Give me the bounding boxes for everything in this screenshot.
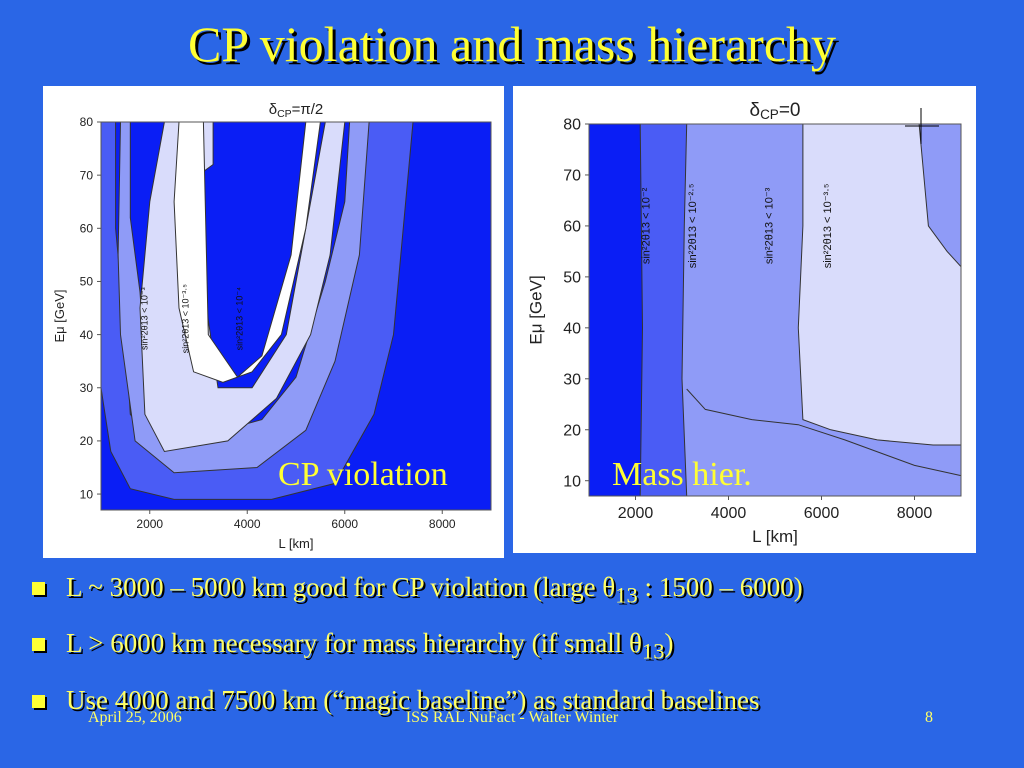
crosshair-marker	[905, 108, 939, 144]
plot-frame	[100, 121, 492, 511]
contour-label: sin²2θ13 < 10⁻³	[764, 187, 776, 264]
mass-hierarchy-plot: 2000 4000 6000 8000 10 20 30 40 50 60 70 80 sin²2θ…	[513, 86, 976, 553]
cp-violation-overlay-label: CP violation	[278, 456, 448, 493]
contour-label: sin²2θ13 < 10⁻²·⁵	[687, 184, 699, 269]
x-axis-label: L [km]	[279, 536, 314, 551]
x-tick-labels: 2000 4000 6000 8000	[136, 510, 456, 531]
y-tick-labels: 10 20 30 40 50 60 70 80	[80, 115, 101, 501]
x-tick-label: 4000	[711, 505, 747, 522]
y-tick-label: 40	[563, 320, 581, 337]
y-tick-label: 30	[80, 381, 94, 395]
y-axis-label: Eμ [GeV]	[52, 289, 67, 342]
y-tick-label: 70	[80, 168, 94, 182]
cp-violation-plot-svg: 2000 4000 6000 8000 10 20 30 40 50 60 70 80 sin²2θ…	[52, 101, 492, 551]
square-bullet-icon	[32, 582, 45, 595]
plot-title: δCP=0	[749, 100, 800, 122]
contour-label: sin²2θ13 < 10⁻³·⁵	[181, 284, 191, 354]
y-tick-label: 70	[563, 168, 581, 185]
title-value: =0	[779, 100, 801, 121]
subscript: 13	[615, 582, 638, 608]
contour-region-3	[797, 123, 962, 446]
contour-label: sin²2θ13 < 10⁻³	[139, 287, 149, 350]
bullet-text: Use 4000 and 7500 km (“magic baseline”) …	[66, 684, 760, 715]
subscript: 13	[642, 638, 665, 664]
contour-regions	[589, 123, 962, 497]
y-tick-label: 20	[563, 422, 581, 439]
plot-frame	[588, 123, 962, 497]
slide-title: CP violation and mass hierarchy	[187, 16, 837, 72]
x-tick-label: 6000	[331, 517, 358, 531]
y-tick-label: 10	[563, 473, 581, 490]
y-tick-label: 10	[80, 487, 94, 501]
title-delta: δ	[749, 100, 760, 121]
y-axis-label: Eμ [GeV]	[526, 275, 545, 344]
x-tick-label: 8000	[429, 517, 456, 531]
contour-label: sin²2θ13 < 10⁻³·⁵	[822, 184, 834, 269]
contour-region-4	[173, 121, 321, 383]
contour-regions	[100, 121, 491, 510]
x-tick-label: 8000	[897, 505, 933, 522]
x-tick-label: 2000	[136, 517, 163, 531]
y-tick-labels: 10 20 30 40 50 60 70 80	[563, 117, 589, 490]
contour-line	[686, 388, 962, 477]
bullet-text: L ~ 3000 – 5000 km good for CP violation…	[66, 572, 616, 602]
y-tick-label: 60	[563, 219, 581, 236]
bullet-item: L ~ 3000 – 5000 km good for CP violation…	[30, 563, 1010, 619]
x-tick-label: 4000	[234, 517, 261, 531]
x-tick-labels: 2000 4000 6000 8000	[618, 496, 933, 522]
footer-date: April 25, 2006	[88, 709, 182, 726]
y-tick-label: 50	[563, 269, 581, 286]
title-delta: δ	[269, 101, 277, 118]
y-tick-label: 30	[563, 371, 581, 388]
title-value: =π/2	[292, 101, 324, 118]
bullet-item: Use 4000 and 7500 km (“magic baseline”) …	[30, 676, 1010, 724]
contour-labels: sin²2θ13 < 10⁻³ sin²2θ13 < 10⁻³·⁵ sin²2θ13…	[139, 284, 244, 354]
x-tick-label: 6000	[804, 505, 840, 522]
title-subscript: CP	[277, 108, 292, 120]
bullet-item: L > 6000 km necessary for mass hierarchy…	[30, 619, 1010, 675]
y-tick-label: 50	[80, 275, 94, 289]
footer-presenter: ISS RAL NuFact - Walter Winter	[405, 709, 619, 726]
y-tick-label: 80	[80, 115, 94, 129]
contour-labels: sin²2θ13 < 10⁻² sin²2θ13 < 10⁻²·⁵ sin²2θ13…	[640, 184, 833, 269]
plot-title: δCP=π/2	[269, 101, 324, 120]
contour-label: sin²2θ13 < 10⁻²	[640, 187, 652, 264]
square-bullet-icon	[32, 694, 45, 708]
bullet-text: L > 6000 km necessary for mass hierarchy…	[66, 628, 642, 659]
y-tick-label: 40	[80, 328, 94, 342]
y-tick-label: 80	[563, 117, 581, 134]
bullet-text-tail: )	[664, 628, 674, 659]
cp-violation-plot: 2000 4000 6000 8000 10 20 30 40 50 60 70 80 sin²2θ…	[43, 86, 504, 558]
bullet-list: L ~ 3000 – 5000 km good for CP violation…	[30, 563, 1010, 724]
y-tick-label: 20	[80, 434, 94, 448]
footer-page-number: 8	[925, 709, 933, 726]
mass-hierarchy-plot-svg: 2000 4000 6000 8000 10 20 30 40 50 60 70 80 sin²2θ…	[526, 100, 962, 546]
y-tick-label: 60	[80, 222, 94, 236]
contour-label: sin²2θ13 < 10⁻⁴	[234, 287, 244, 351]
square-bullet-icon	[32, 638, 45, 652]
title-subscript: CP	[760, 107, 779, 122]
x-axis-label: L [km]	[752, 527, 798, 546]
bullet-text-tail: : 1500 – 6000)	[637, 572, 803, 602]
x-tick-label: 2000	[618, 505, 654, 522]
mass-hierarchy-overlay-label: Mass hier.	[612, 456, 752, 493]
